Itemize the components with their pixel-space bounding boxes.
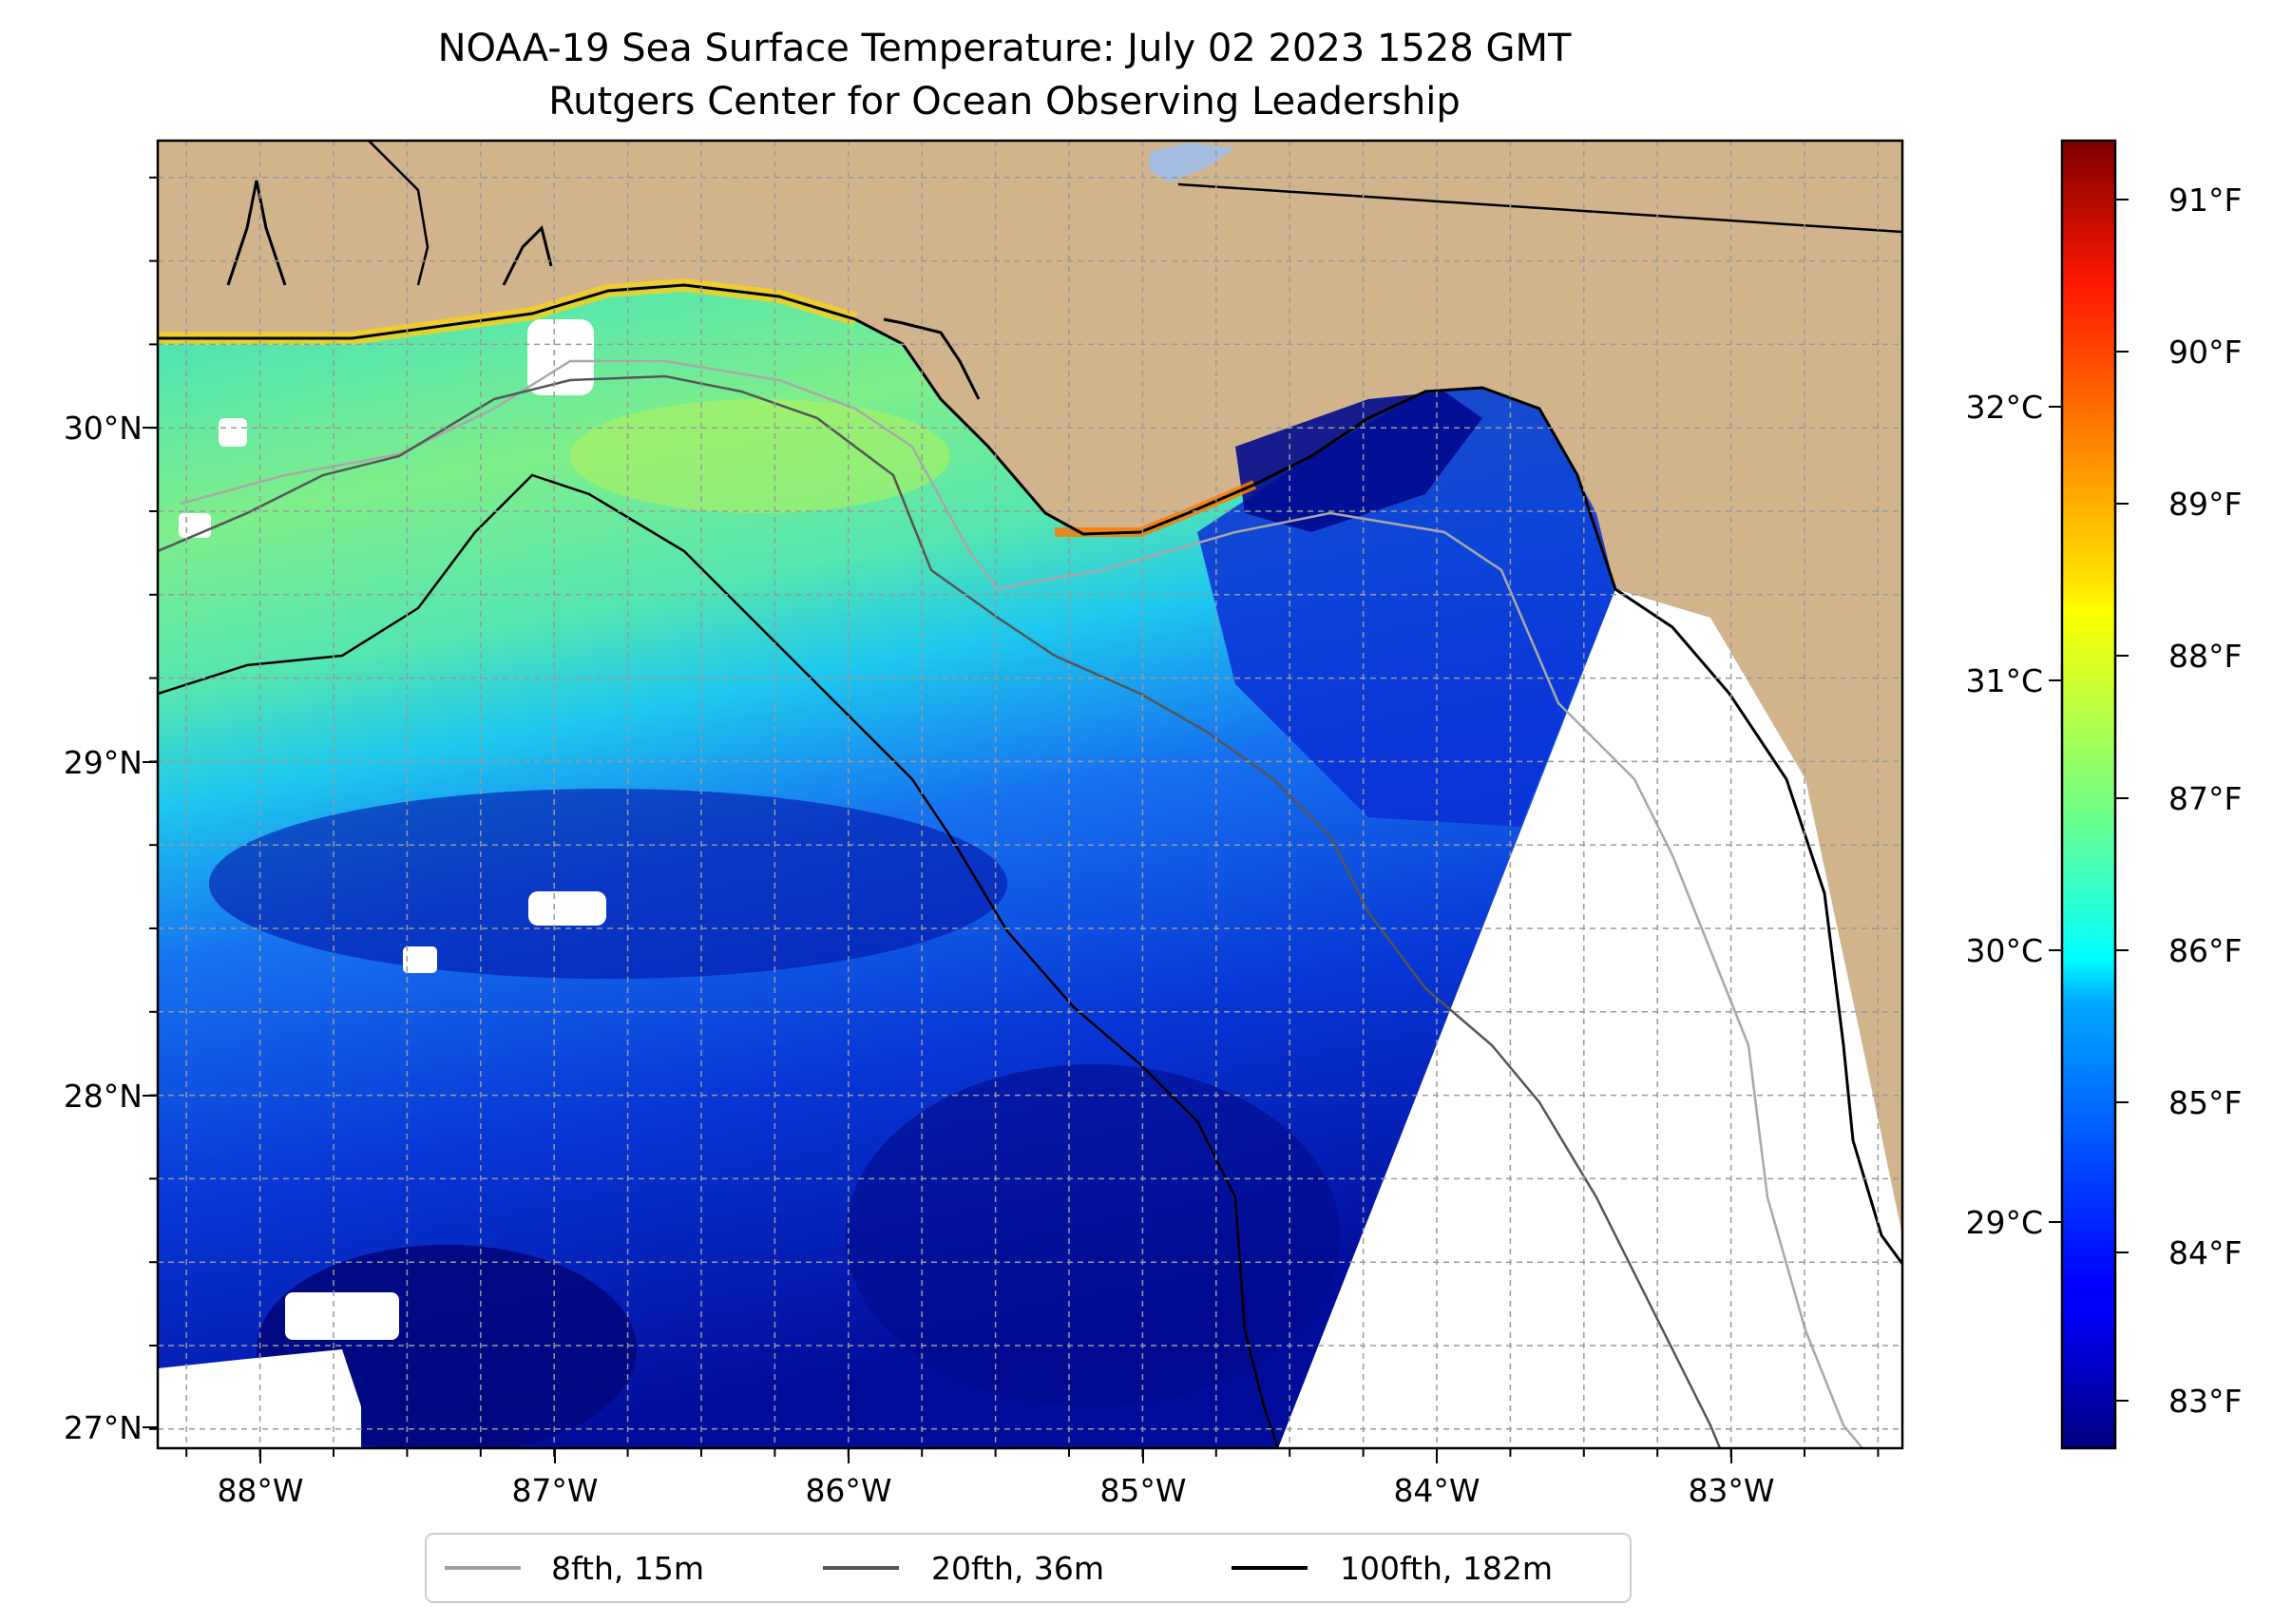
map-area[interactable] <box>158 141 1902 1454</box>
colorbar-c-label: 30°C <box>1965 932 2043 969</box>
colorbar-f-label: 83°F <box>2168 1383 2242 1420</box>
colorbar-f-label: 91°F <box>2168 182 2242 219</box>
coastline-bays <box>226 180 981 400</box>
colorbar-f-label: 89°F <box>2168 486 2242 523</box>
colorbar-f-label: 85°F <box>2168 1084 2242 1121</box>
colorbar-f-label: 84°F <box>2168 1234 2242 1271</box>
no-data-region <box>1278 589 1902 1448</box>
colorbar-c-label: 29°C <box>1965 1204 2043 1241</box>
state-border-west <box>368 141 430 286</box>
legend-label-15m: 8fth, 15m <box>551 1550 704 1587</box>
colorbar-c-label: 32°C <box>1965 389 2043 426</box>
legend-label-182m: 100fth, 182m <box>1340 1550 1553 1587</box>
colorbar-f-label: 88°F <box>2168 638 2242 675</box>
sst-cold-patch-northeast <box>1235 392 1482 532</box>
lat-tick-label: 28°N <box>64 1078 143 1115</box>
legend-label-36m: 20fth, 36m <box>931 1550 1104 1587</box>
map-subtitle: Rutgers Center for Ocean Observing Leade… <box>548 80 1461 124</box>
axis-ticks <box>143 176 1880 1463</box>
colorbar-f-label: 86°F <box>2168 932 2242 969</box>
lon-tick-label: 86°W <box>805 1472 891 1509</box>
lat-tick-label: 29°N <box>64 744 143 781</box>
lon-tick-label: 84°W <box>1393 1472 1480 1509</box>
state-border <box>1177 182 1902 234</box>
lon-tick-label: 83°W <box>1688 1472 1774 1509</box>
sst-cold-patch-southeast <box>846 1064 1340 1406</box>
gridlines <box>158 141 1902 1448</box>
lon-tick-label: 87°W <box>511 1472 598 1509</box>
lon-tick-label: 85°W <box>1099 1472 1186 1509</box>
map-frame <box>156 139 1904 1450</box>
lat-tick-label: 30°N <box>64 410 143 447</box>
contour-36m <box>158 374 1722 1448</box>
colorbar-c-label: 31°C <box>1965 662 2043 699</box>
colorbar-ticks <box>2049 199 2129 1402</box>
colorbar <box>2060 139 2117 1450</box>
lat-tick-label: 27°N <box>64 1409 143 1446</box>
lake <box>1150 143 1235 182</box>
map-title: NOAA-19 Sea Surface Temperature: July 02… <box>438 27 1572 70</box>
coastline <box>158 283 1902 1265</box>
colorbar-f-label: 87°F <box>2168 780 2242 817</box>
colorbar-f-label: 90°F <box>2168 334 2242 371</box>
lon-tick-label: 88°W <box>217 1472 303 1509</box>
contour-15m <box>180 359 1863 1448</box>
contour-182m <box>158 473 1280 1448</box>
legend: 8fth, 15m 20fth, 36m 100fth, 182m <box>425 1533 1632 1603</box>
sst-cold-band <box>209 789 1007 979</box>
legend-box <box>425 1533 1632 1603</box>
